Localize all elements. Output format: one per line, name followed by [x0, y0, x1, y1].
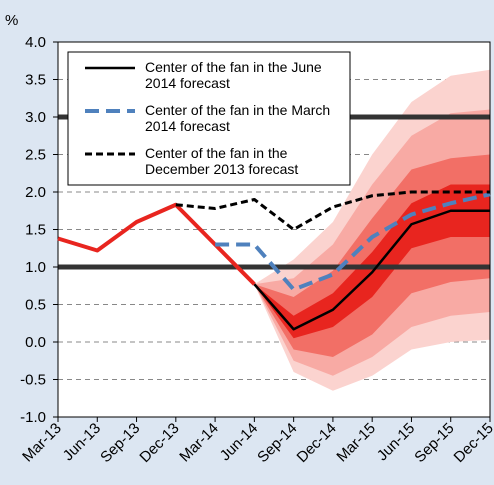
- x-tick-label: Mar-14: [176, 420, 222, 466]
- fan-band: [254, 184, 490, 339]
- y-tick-label: 0.5: [25, 297, 46, 314]
- y-tick-label: 2.5: [25, 147, 46, 164]
- y-tick-label: -0.5: [20, 372, 46, 389]
- y-axis-label: %: [5, 12, 18, 29]
- x-tick-label: Jun-13: [60, 420, 104, 464]
- x-tick-label: Sep-15: [411, 420, 457, 466]
- x-tick-label: Dec-13: [136, 420, 182, 466]
- legend-label: Center of the fan in the March 2014 fore…: [145, 102, 331, 134]
- y-tick-label: 3.0: [25, 109, 46, 126]
- forecast-line: [215, 192, 491, 292]
- x-tick-label: Sep-14: [254, 420, 300, 466]
- x-tick-label: Jun-15: [374, 420, 418, 464]
- y-tick-label: 4.0: [25, 34, 46, 51]
- x-tick-label: Dec-15: [451, 420, 494, 466]
- legend-label: Center of the fan in the December 2013 f…: [145, 145, 299, 177]
- x-tick-label: Sep-13: [97, 420, 143, 466]
- forecast-line: [253, 209, 490, 331]
- y-tick-label: 2.0: [25, 184, 46, 201]
- legend-box: [67, 51, 351, 186]
- x-tick-label: Jun-14: [217, 420, 261, 464]
- actual-line: [57, 202, 256, 286]
- legend-label: Center of the fan in the June 2014 forec…: [145, 59, 322, 91]
- y-tick-label: 0.0: [25, 334, 46, 351]
- y-tick-label: -1.0: [20, 409, 46, 426]
- forecast-line: [175, 190, 490, 231]
- x-tick-label: Mar-15: [333, 420, 379, 466]
- y-tick-label: 1.5: [25, 222, 46, 239]
- y-tick-label: 1.0: [25, 259, 46, 276]
- y-tick-label: 3.5: [25, 72, 46, 89]
- plot-border: [57, 41, 491, 418]
- x-tick-label: Dec-14: [294, 420, 340, 466]
- x-tick-label: Mar-13: [19, 420, 65, 466]
